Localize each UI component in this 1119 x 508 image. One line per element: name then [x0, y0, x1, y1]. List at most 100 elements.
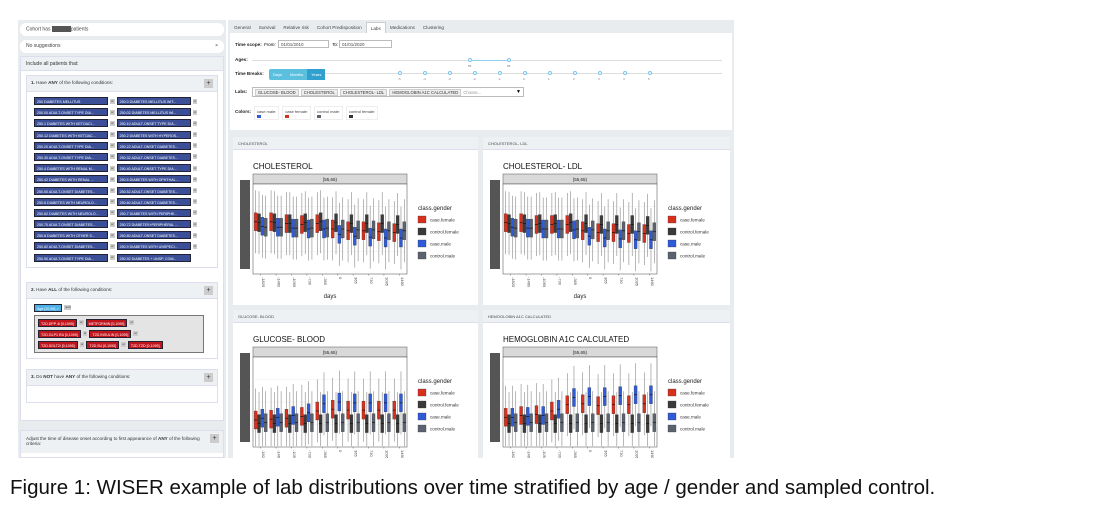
clear-icon[interactable]: × [215, 43, 218, 49]
break-handle[interactable] [423, 71, 427, 75]
break-years-button[interactable]: Years [307, 69, 326, 80]
break-handle[interactable] [548, 71, 552, 75]
medication-chip[interactable]: T2D.DPP 4i [0,1095] [38, 318, 77, 327]
break-handle[interactable] [498, 71, 502, 75]
or-label: or [110, 165, 115, 171]
lab-tag[interactable]: GLUCOSE- BLOOD [255, 88, 299, 96]
facet-label: [55,65) [323, 350, 338, 355]
condition-chip[interactable]: 250.02 DIABETES MELLITUS WI... [116, 108, 191, 117]
x-tick-label: 0 [338, 450, 343, 453]
condition-chip[interactable]: 250.40 ADULT-ONSET TYPE DIA... [116, 164, 191, 173]
condition-chip[interactable]: 250.8 DIABETES WITH OTHER S... [34, 231, 108, 240]
color-picker[interactable]: case male: [254, 106, 280, 120]
x-tick-label: -730 [557, 277, 562, 286]
condition-chip[interactable]: 250.2 DIABETES WITH HYPEROS... [116, 130, 191, 139]
add-condition-button[interactable]: + [204, 372, 213, 382]
condition-chip[interactable]: 250.82 ADULT-ONSET DIABETES... [34, 242, 108, 251]
medication-chip[interactable]: METFORMIN [0,1095] [85, 318, 128, 327]
or-label: or [192, 109, 198, 115]
condition-chip[interactable]: 250.62 DIABETES WITH NEUROLO... [34, 208, 108, 217]
condition-chip[interactable]: 250.52 ADULT-ONSET DIABETES... [116, 186, 191, 195]
or-label: or [192, 98, 198, 104]
break-months-button[interactable]: Months [290, 72, 304, 77]
break-handle[interactable] [623, 71, 627, 75]
condition-chip[interactable]: 250.42 DIABETES WITH RENAL ... [34, 175, 108, 184]
condition-chip[interactable]: 250.9 DIABETES WITH UNSPECI... [116, 242, 191, 251]
age-max-handle[interactable] [507, 58, 511, 62]
condition-chip[interactable]: 250.92 DIABETES + UNSP. COM... [116, 253, 191, 262]
condition-chip[interactable]: 250.30 ADULT-ONSET TYPE DIA... [34, 152, 108, 161]
tab-clustering[interactable]: Clustering [422, 25, 445, 30]
condition-chip[interactable]: 250.5 DIABETES WITH OPHTHAL... [116, 175, 191, 184]
medication-chip[interactable]: T2D.INSULIN [0,1095] [89, 329, 132, 338]
tab-relative-risk[interactable]: Relative risk [283, 25, 309, 30]
condition-chip[interactable]: 250.32 ADULT-ONSET DIABETES... [116, 152, 191, 161]
to-date-input[interactable]: 01/01/2020 [339, 40, 392, 48]
condition-search-input[interactable]: No suggestions × [20, 40, 224, 53]
condition-chip[interactable]: 250.6 DIABETES WITH NEUROLO... [34, 197, 108, 206]
break-handle[interactable] [648, 71, 652, 75]
legend-entry: control.female [680, 403, 709, 408]
tab-survival[interactable]: Survival [258, 25, 276, 30]
lab-tag[interactable]: CHOLESTEROL- LDL [339, 88, 388, 96]
medication-chip[interactable]: T2D.GLP1 RA [0,1095] [38, 329, 81, 338]
condition-chip[interactable]: 250.00 ADULT-ONSET TYPE DIA... [34, 108, 108, 117]
condition-chip[interactable]: 250.70 ADULT-ONSET DIABETES... [34, 220, 108, 229]
age-min-handle[interactable] [468, 58, 472, 62]
condition-chip[interactable]: 250.60 ADULT-ONSET DIABETES... [116, 197, 191, 206]
lab-tag[interactable]: HEMOGLOBIN A1C CALCULATED [389, 88, 462, 96]
age-chip[interactable]: Age [20,99] ✓ [34, 303, 63, 312]
tab-general[interactable]: General [234, 25, 251, 30]
condition-chip[interactable]: 250 DIABETES MELLITUS [34, 97, 108, 105]
lab-tag[interactable]: CHOLESTEROL [300, 88, 338, 96]
adjust-onset-section: Adjust the time of disease onset accordi… [20, 430, 224, 458]
break-handle[interactable] [598, 71, 602, 75]
condition-chip[interactable]: 250.72 DIABETES+PERIPHERAL ... [116, 220, 191, 229]
tab-cohort-predisposition[interactable]: Cohort Predisposition [316, 25, 362, 30]
add-condition-button[interactable]: + [204, 79, 213, 88]
color-picker[interactable]: case female: [282, 106, 312, 120]
legend-swatch [417, 388, 427, 397]
condition-chip[interactable]: 250.80 ADULT-ONSET DIABETES... [116, 231, 191, 240]
condition-chip[interactable]: 250.4 DIABETES WITH RENAL M... [34, 164, 108, 173]
lab-choose-placeholder[interactable]: Choose... [463, 89, 482, 95]
or-label: or [110, 210, 115, 216]
add-criteria-button[interactable]: + [210, 434, 219, 443]
tab-bar: General Survival Relative risk Cohort Predi… [230, 22, 448, 33]
condition-chip[interactable]: 250.10 ADULT-ONSET TYPE DIA... [116, 119, 191, 128]
legend-title: class.gender [668, 379, 702, 385]
condition-chip[interactable]: 250.1 DIABETES WITH KETOACI... [34, 119, 108, 128]
boxplot-hba1c: HEMOGLOBIN A1C CALCULATED [55,65) -1825 -14… [490, 335, 709, 458]
break-handle[interactable] [523, 71, 527, 75]
tab-labs[interactable]: Labs [365, 22, 386, 33]
break-handle[interactable] [448, 71, 452, 75]
break-handle[interactable] [473, 71, 477, 75]
break-handle[interactable] [398, 71, 402, 75]
add-condition-button[interactable]: + [204, 285, 213, 295]
condition-chip[interactable]: 250.22 ADULT-ONSET DIABETES... [116, 141, 191, 150]
medication-chip[interactable]: T2D.TZD [0,1095] [127, 340, 163, 349]
x-tick-label: -365 [323, 277, 328, 286]
condition-chip[interactable]: 250.0 DIABETES MELLITUS WIT... [116, 97, 191, 105]
labs-multiselect[interactable]: GLUCOSE- BLOOD CHOLESTEROL CHOLESTEROL- LD… [252, 87, 524, 97]
dropdown-arrow-icon[interactable]: ▼ [516, 89, 521, 95]
x-tick-label: -1095 [542, 277, 547, 288]
from-date-input[interactable]: 01/01/2010 [278, 40, 329, 48]
color-picker[interactable]: control female: [345, 106, 379, 120]
legend-entry: control.male [430, 427, 455, 432]
redacted-y-axis [240, 180, 250, 269]
medication-chip[interactable]: T2D.SGLT2i [0,1095] [38, 340, 78, 349]
condition-chip[interactable]: 250.12 DIABETES WITH KETOAC... [34, 130, 108, 139]
color-picker[interactable]: control male: [314, 106, 343, 120]
medication-chip[interactable]: T2D.SU [0,1095] [86, 340, 120, 349]
legend-swatch [667, 227, 677, 236]
condition-chip[interactable]: 250.50 ADULT-ONSET DIABETES... [34, 186, 108, 195]
tab-medications[interactable]: Medications [389, 25, 415, 30]
break-days-button[interactable]: Days [273, 72, 283, 77]
break-handle[interactable] [573, 71, 577, 75]
condition-chip[interactable]: 250.20 ADULT-ONSET TYPE DIA... [34, 141, 108, 150]
condition-chip[interactable]: 250.90 ADULT-ONSET TYPE DIA... [34, 253, 108, 262]
legend-title: class.gender [418, 206, 452, 212]
x-tick-label: -1095 [542, 450, 547, 458]
condition-chip[interactable]: 250.7 DIABETES WITH PERIPHE... [116, 208, 191, 217]
